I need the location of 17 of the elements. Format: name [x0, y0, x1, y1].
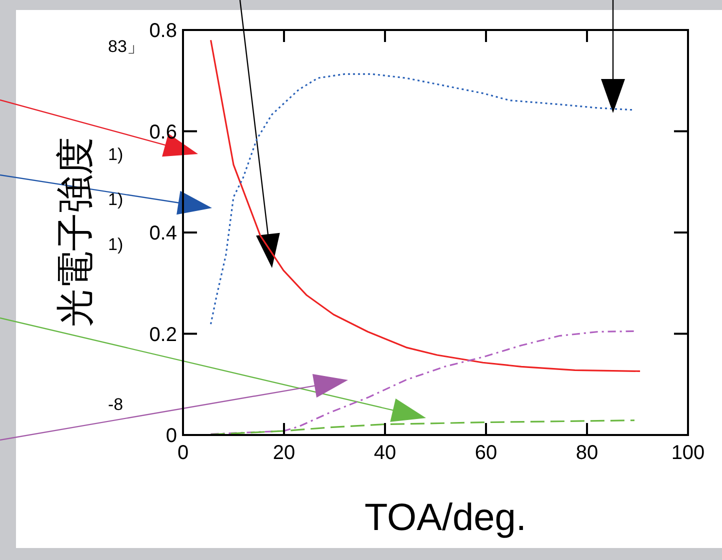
x-tick-label: 60	[474, 442, 498, 464]
text: 1)	[108, 190, 124, 209]
x-tick-label: 20	[272, 442, 296, 464]
y-tick-label: 0.8	[149, 20, 177, 42]
x-tick-label: 40	[374, 442, 396, 464]
text: 1)	[108, 235, 124, 254]
x-tick-label: 100	[671, 442, 705, 464]
y-tick-label: 0.6	[149, 121, 177, 144]
y-tick-label: 0	[166, 425, 177, 447]
text: -8	[108, 395, 124, 414]
x-axis-title: TOA/deg.	[364, 497, 526, 539]
x-tick-label: 80	[576, 442, 598, 464]
y-tick-label: 0.4	[149, 222, 177, 244]
text: 83」	[108, 37, 144, 56]
y-axis-title: 光電子強度	[55, 137, 97, 327]
y-tick-label: 0.2	[149, 324, 177, 346]
text: 1)	[108, 145, 124, 164]
